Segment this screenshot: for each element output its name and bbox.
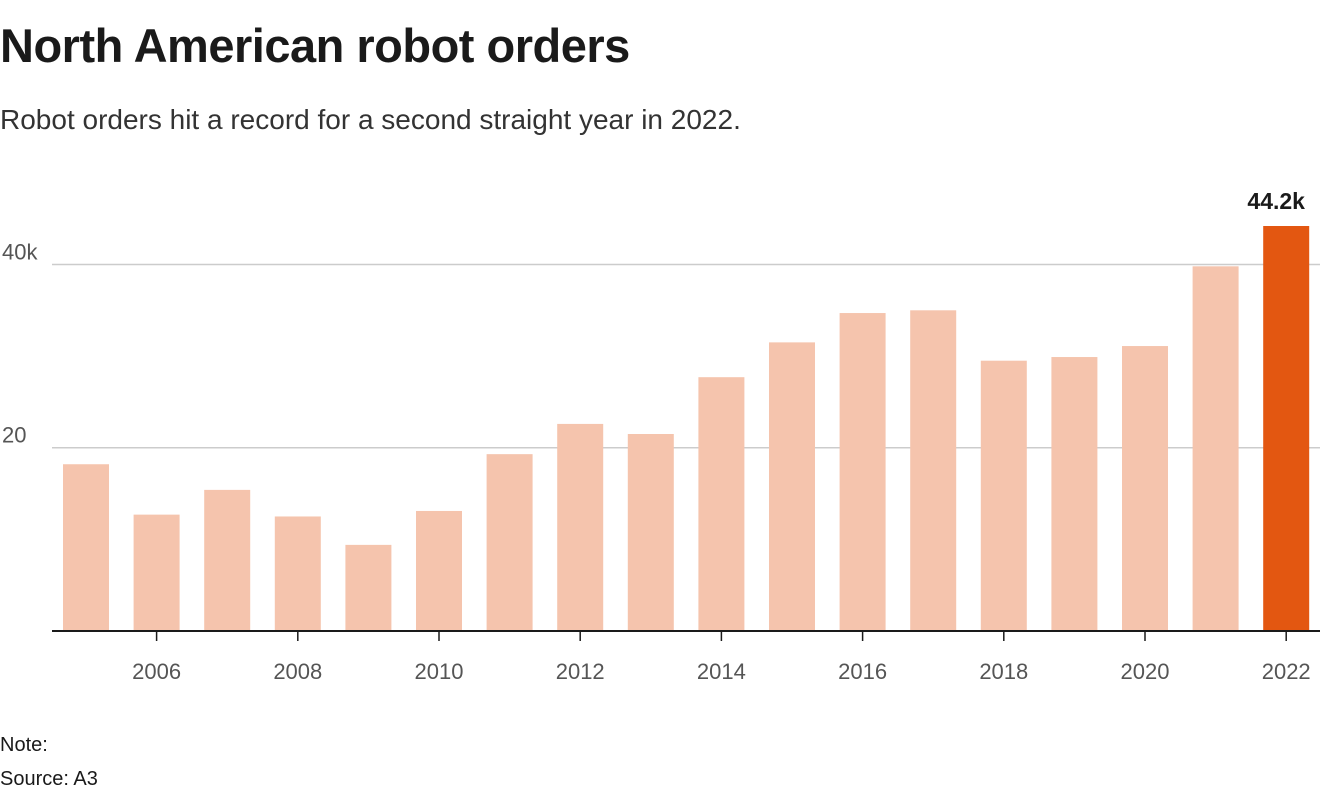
bar-chart: 20 40k 44.2k 2006 2008 2010 2012 2014 2016 2018 20… [2, 188, 1320, 684]
bar-2019 [1051, 357, 1098, 631]
bar-2017 [910, 310, 957, 631]
bar-2015 [769, 342, 815, 631]
bar-2020 [1122, 346, 1168, 631]
bar-2021 [1192, 266, 1239, 631]
bar-2018 [980, 360, 1027, 631]
x-tick-label: 2008 [273, 659, 322, 684]
x-tick-label: 2012 [556, 659, 605, 684]
bar-2010 [416, 510, 462, 631]
bar-2014 [698, 377, 745, 631]
bar-2009 [345, 544, 392, 631]
x-tick-label: 2006 [132, 659, 181, 684]
chart-title: North American robot orders [0, 19, 630, 72]
y-tick-label: 40k [2, 239, 38, 264]
x-tick-label: 2020 [1121, 659, 1170, 684]
bar-2006 [133, 514, 180, 631]
bar-2007 [204, 489, 251, 631]
bar-2016 [839, 313, 886, 631]
bar-2022 [1263, 226, 1310, 631]
x-tick-label: 2014 [697, 659, 746, 684]
x-tick-label: 2010 [415, 659, 464, 684]
bar-2012 [557, 423, 604, 631]
y-tick-label: 20 [2, 423, 26, 448]
bar-2011 [486, 454, 533, 631]
bar-2005 [63, 464, 109, 631]
x-tick-label: 2016 [838, 659, 887, 684]
bar-2008 [274, 516, 321, 631]
data-label: 44.2k [1247, 188, 1305, 214]
bar-2013 [627, 433, 674, 631]
x-tick-label: 2022 [1262, 659, 1311, 684]
x-tick-label: 2018 [979, 659, 1028, 684]
chart-note: Note: [0, 734, 48, 756]
chart-subtitle: Robot orders hit a record for a second s… [0, 104, 741, 135]
chart-source: Source: A3 [0, 768, 98, 790]
